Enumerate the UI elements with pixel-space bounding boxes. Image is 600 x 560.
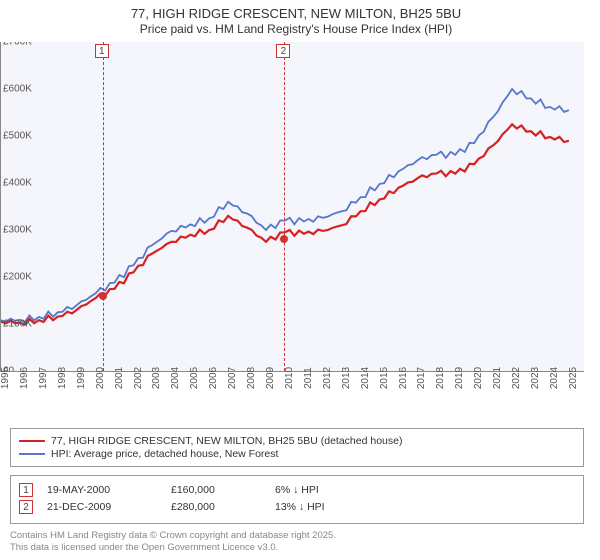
chart-plot-area: £0£100K£200K£300K£400K£500K£600K£700K12 xyxy=(0,42,584,372)
legend-swatch-red xyxy=(19,440,45,442)
x-tick-label: 2008 xyxy=(246,367,257,389)
x-tick-label: 2020 xyxy=(473,367,484,389)
y-tick-label: £100K xyxy=(3,319,32,330)
footer-line-1: Contains HM Land Registry data © Crown c… xyxy=(10,530,584,542)
x-tick-label: 1995 xyxy=(0,367,11,389)
legend-box: 77, HIGH RIDGE CRESCENT, NEW MILTON, BH2… xyxy=(10,428,584,467)
x-tick-label: 2018 xyxy=(435,367,446,389)
event-box-2: 2 xyxy=(276,44,290,58)
chart-titles: 77, HIGH RIDGE CRESCENT, NEW MILTON, BH2… xyxy=(0,6,592,36)
x-tick-label: 1996 xyxy=(19,367,30,389)
event-pct-1: 6% ↓ HPI xyxy=(275,484,319,496)
y-tick-label: £400K xyxy=(3,178,32,189)
event-marker-1: 1 xyxy=(19,483,33,497)
x-tick-label: 2005 xyxy=(189,367,200,389)
x-tick-label: 2017 xyxy=(416,367,427,389)
x-tick-label: 2016 xyxy=(398,367,409,389)
event-row-1: 1 19-MAY-2000 £160,000 6% ↓ HPI xyxy=(19,483,575,497)
legend-row-price-paid: 77, HIGH RIDGE CRESCENT, NEW MILTON, BH2… xyxy=(19,435,575,447)
footer-licence: Contains HM Land Registry data © Crown c… xyxy=(10,530,584,554)
x-tick-label: 2009 xyxy=(265,367,276,389)
event-line-1 xyxy=(103,42,104,371)
y-tick-label: £700K xyxy=(3,42,32,48)
x-tick-label: 1999 xyxy=(76,367,87,389)
y-tick-label: £600K xyxy=(3,84,32,95)
events-table: 1 19-MAY-2000 £160,000 6% ↓ HPI 2 21-DEC… xyxy=(10,475,584,524)
x-tick-label: 2001 xyxy=(114,367,125,389)
y-tick-label: £500K xyxy=(3,131,32,142)
legend-swatch-blue xyxy=(19,453,45,455)
x-tick-label: 2013 xyxy=(341,367,352,389)
x-tick-label: 2021 xyxy=(492,367,503,389)
event-marker-2: 2 xyxy=(19,500,33,514)
x-tick-label: 1998 xyxy=(57,367,68,389)
y-tick-label: £200K xyxy=(3,272,32,283)
footer-line-2: This data is licensed under the Open Gov… xyxy=(10,542,584,554)
chart-title-sub: Price paid vs. HM Land Registry's House … xyxy=(0,22,592,36)
event-date-1: 19-MAY-2000 xyxy=(47,484,157,496)
event-dot-2 xyxy=(280,235,288,243)
x-tick-label: 2010 xyxy=(284,367,295,389)
event-date-2: 21-DEC-2009 xyxy=(47,501,157,513)
event-dot-1 xyxy=(99,292,107,300)
x-tick-label: 2023 xyxy=(530,367,541,389)
x-tick-label: 2000 xyxy=(95,367,106,389)
event-price-2: £280,000 xyxy=(171,501,261,513)
x-tick-label: 2003 xyxy=(151,367,162,389)
x-tick-label: 2015 xyxy=(379,367,390,389)
x-tick-label: 2019 xyxy=(454,367,465,389)
x-tick-label: 2002 xyxy=(133,367,144,389)
x-tick-label: 2014 xyxy=(360,367,371,389)
x-tick-label: 2006 xyxy=(208,367,219,389)
x-tick-label: 2007 xyxy=(227,367,238,389)
x-axis-labels: 1995199619971998199920002001200220032004… xyxy=(0,372,592,418)
event-pct-2: 13% ↓ HPI xyxy=(275,501,325,513)
event-row-2: 2 21-DEC-2009 £280,000 13% ↓ HPI xyxy=(19,500,575,514)
x-tick-label: 2024 xyxy=(549,367,560,389)
x-tick-label: 2025 xyxy=(568,367,579,389)
x-tick-label: 2004 xyxy=(170,367,181,389)
x-tick-label: 2011 xyxy=(303,367,314,389)
event-box-1: 1 xyxy=(95,44,109,58)
legend-row-hpi: HPI: Average price, detached house, New … xyxy=(19,448,575,460)
event-price-1: £160,000 xyxy=(171,484,261,496)
x-tick-label: 1997 xyxy=(38,367,49,389)
chart-title-address: 77, HIGH RIDGE CRESCENT, NEW MILTON, BH2… xyxy=(0,6,592,21)
legend-label-price-paid: 77, HIGH RIDGE CRESCENT, NEW MILTON, BH2… xyxy=(51,435,402,447)
x-tick-label: 2012 xyxy=(322,367,333,389)
event-line-2 xyxy=(284,42,285,371)
y-tick-label: £300K xyxy=(3,225,32,236)
chart-lines-svg xyxy=(1,42,584,371)
legend-label-hpi: HPI: Average price, detached house, New … xyxy=(51,448,278,460)
x-tick-label: 2022 xyxy=(511,367,522,389)
